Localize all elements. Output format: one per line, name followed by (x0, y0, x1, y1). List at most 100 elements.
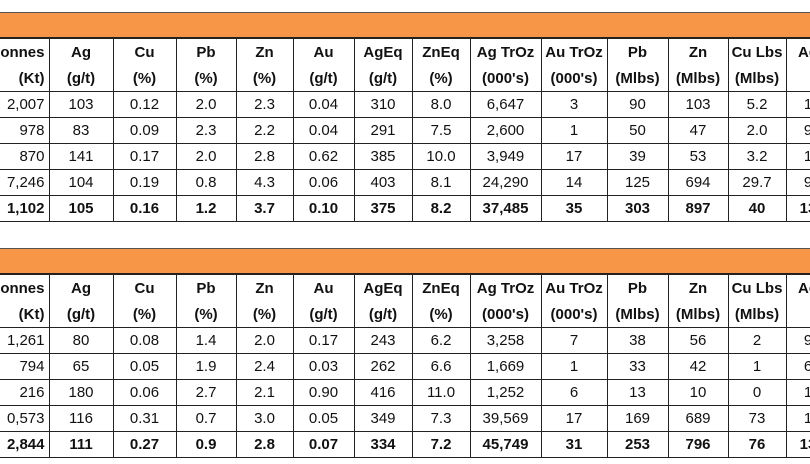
data-cell: 76 (727, 431, 787, 458)
data-cell: 3,949 (469, 143, 542, 170)
data-cell: 0.08 (112, 327, 177, 354)
header-cell: Ag (48, 274, 114, 301)
data-cell: 3.2 (727, 143, 787, 170)
data-cell: 694 (667, 169, 729, 196)
header-cell: (Mlbs) (727, 301, 787, 328)
header-cell: Au (292, 274, 355, 301)
header-cell: Zn (235, 38, 294, 65)
data-cell: 103 (667, 91, 729, 118)
header-cell: (000's) (469, 301, 542, 328)
data-cell: 334 (353, 431, 413, 458)
data-cell: 1 (785, 143, 810, 170)
data-cell: 17 (540, 405, 608, 432)
header-cell: (g/t) (292, 301, 355, 328)
data-cell: 3 (540, 91, 608, 118)
data-cell: 1,261 (0, 327, 50, 354)
data-cell: 7.3 (411, 405, 471, 432)
data-row: 0,573 116 0.31 0.7 3.0 0.05 349 7.3 39,569 17 169 6… (0, 405, 810, 432)
header-cell: (g/t) (48, 65, 114, 92)
header-cell: Cu (112, 38, 177, 65)
data-cell: 403 (353, 169, 413, 196)
data-cell: 83 (48, 117, 114, 144)
data-cell: 125 (606, 169, 669, 196)
table-block: onnes Ag Cu Pb Zn Au AgEq ZnEq Ag TrOz Au TrOz Pb Z… (0, 12, 810, 222)
data-cell: 0.17 (292, 327, 355, 354)
data-cell: 0.8 (175, 169, 237, 196)
data-cell: 56 (667, 327, 729, 354)
data-cell: 303 (606, 195, 669, 222)
header-cell: (g/t) (353, 301, 413, 328)
data-cell: 5.2 (727, 91, 787, 118)
data-cell: 2.7 (175, 379, 237, 406)
header-cell: Au TrOz (540, 38, 608, 65)
data-cell: 1,252 (469, 379, 542, 406)
data-cell: 40 (727, 195, 787, 222)
data-cell: 253 (606, 431, 669, 458)
data-cell: 416 (353, 379, 413, 406)
header-cell: Zn (667, 274, 729, 301)
data-cell: 103 (48, 91, 114, 118)
header-cell: onnes (0, 38, 50, 65)
data-cell: 6.6 (411, 353, 471, 380)
data-cell: 0.27 (112, 431, 177, 458)
data-cell: 6.2 (411, 327, 471, 354)
data-cell: 9 (785, 117, 810, 144)
data-cell: 73 (727, 405, 787, 432)
header-cell: Cu Lbs (727, 38, 787, 65)
data-cell: 53 (667, 143, 729, 170)
data-cell: 0.31 (112, 405, 177, 432)
header-cell: (%) (175, 65, 237, 92)
data-cell: 385 (353, 143, 413, 170)
data-cell: 1,102 (0, 195, 50, 222)
header-cell: (g/t) (353, 65, 413, 92)
header-cell: Pb (175, 274, 237, 301)
header-cell: (%) (175, 301, 237, 328)
header-cell (785, 301, 810, 328)
data-cell: 796 (667, 431, 729, 458)
header-cell: Au TrOz (540, 274, 608, 301)
data-cell: 13 (606, 379, 669, 406)
data-cell: 243 (353, 327, 413, 354)
data-cell: 10.0 (411, 143, 471, 170)
data-cell: 180 (48, 379, 114, 406)
table-block: onnes Ag Cu Pb Zn Au AgEq ZnEq Ag TrOz Au TrOz Pb Z… (0, 248, 810, 458)
data-cell: 2.3 (175, 117, 237, 144)
data-cell: 24,290 (469, 169, 542, 196)
data-cell: 262 (353, 353, 413, 380)
data-cell: 38 (606, 327, 669, 354)
data-cell: 6,647 (469, 91, 542, 118)
header-row: (Kt) (g/t) (%) (%) (%) (g/t) (g/t) (%) (000's) (0… (0, 301, 810, 328)
data-cell: 29.7 (727, 169, 787, 196)
header-cell: (Mlbs) (606, 65, 669, 92)
header-cell: Au (292, 38, 355, 65)
data-row: 1,102 105 0.16 1.2 3.7 0.10 375 8.2 37,485 35 303 8… (0, 195, 810, 222)
data-row: 2,844 111 0.27 0.9 2.8 0.07 334 7.2 45,749 31 253 7… (0, 431, 810, 458)
data-cell: 794 (0, 353, 50, 380)
header-cell: ZnEq (411, 38, 471, 65)
header-row: onnes Ag Cu Pb Zn Au AgEq ZnEq Ag TrOz Au TrOz Pb Z… (0, 274, 810, 301)
header-bar (0, 12, 810, 38)
data-cell: 0.06 (292, 169, 355, 196)
header-cell: Zn (667, 38, 729, 65)
data-cell: 8.1 (411, 169, 471, 196)
data-cell: 216 (0, 379, 50, 406)
data-cell: 978 (0, 117, 50, 144)
data-cell: 0.62 (292, 143, 355, 170)
header-cell: Cu Lbs (727, 274, 787, 301)
data-cell: 7 (540, 327, 608, 354)
data-cell: 3.7 (235, 195, 294, 222)
data-cell: 111 (48, 431, 114, 458)
data-row: 2,007 103 0.12 2.0 2.3 0.04 310 8.0 6,647 3 90 103 5… (0, 91, 810, 118)
header-cell: Ag (785, 38, 810, 65)
data-row: 7,246 104 0.19 0.8 4.3 0.06 403 8.1 24,290 14 125 6… (0, 169, 810, 196)
data-cell: 141 (48, 143, 114, 170)
data-cell: 11.0 (411, 379, 471, 406)
data-cell: 689 (667, 405, 729, 432)
header-bar (0, 248, 810, 274)
header-cell: (Mlbs) (667, 301, 729, 328)
data-cell: 0.04 (292, 91, 355, 118)
data-cell: 47 (667, 117, 729, 144)
data-cell: 1 (785, 405, 810, 432)
